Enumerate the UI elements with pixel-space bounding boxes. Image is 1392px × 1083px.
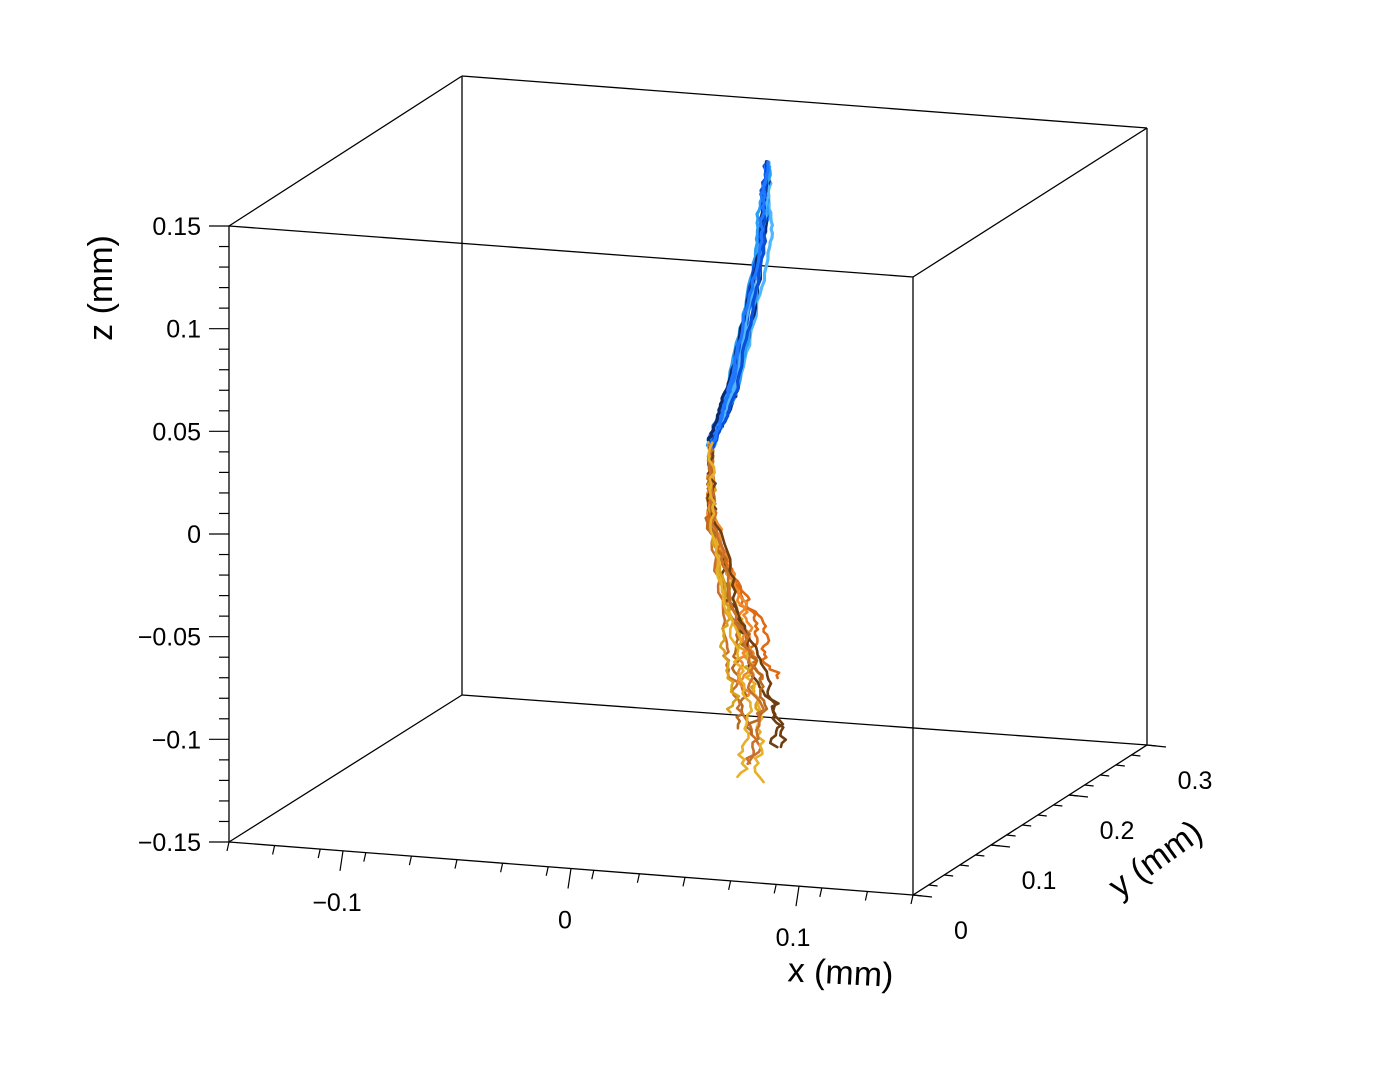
- y-tick-major: [1146, 744, 1167, 748]
- x-tick-minor: [682, 877, 686, 887]
- x-tick-minor: [317, 848, 321, 859]
- x-tick-minor: [363, 852, 367, 862]
- x-tick-minor: [773, 884, 777, 894]
- track-blue: [709, 160, 770, 451]
- y-tick-minor: [1053, 804, 1063, 807]
- x-tick-major: [339, 850, 344, 871]
- x-tick-minor: [408, 856, 412, 866]
- y-tick-minor: [1115, 764, 1125, 767]
- y-tick-major: [912, 894, 933, 898]
- x-tick-minor: [728, 880, 732, 890]
- z-tick-label: −0.1: [152, 726, 201, 754]
- box-edge-3: [228, 694, 463, 843]
- y-tick-minor: [1037, 814, 1047, 817]
- y-tick-major: [990, 844, 1011, 848]
- axis-ticks: [209, 225, 1167, 907]
- z-tick-label: −0.15: [138, 829, 201, 857]
- y-tick-label: 0: [954, 917, 968, 945]
- y-tick-minor: [959, 864, 969, 867]
- box-edge-7: [228, 75, 463, 227]
- x-tick-minor: [545, 866, 549, 876]
- y-tick-label: 0.2: [1100, 817, 1135, 845]
- x-tick-label: −0.1: [312, 889, 361, 917]
- y-tick-minor: [928, 884, 938, 887]
- z-tick-label: 0.05: [152, 418, 201, 446]
- plot-box: [228, 75, 1148, 896]
- x-tick-label: 0.1: [776, 924, 811, 952]
- box-edge-6: [461, 75, 1148, 129]
- y-tick-minor: [944, 874, 954, 877]
- x-tick-minor: [819, 887, 823, 898]
- y-tick-minor: [1084, 784, 1094, 787]
- track-blue: [712, 161, 771, 449]
- y-tick-minor: [1006, 834, 1016, 837]
- x-tick-label: 0: [558, 907, 572, 935]
- x-tick-minor: [500, 863, 504, 873]
- y-tick-label: 0.1: [1022, 867, 1057, 895]
- track-blue: [706, 160, 769, 444]
- z-tick-label: −0.05: [138, 624, 201, 652]
- track-orange: [706, 446, 785, 749]
- box-edge-5: [912, 127, 1148, 278]
- y-tick-minor: [1022, 824, 1032, 827]
- x-tick-minor: [591, 870, 595, 880]
- track-blue: [705, 160, 770, 447]
- x-tick-minor: [910, 894, 914, 905]
- z-axis-title: z (mm): [82, 235, 120, 341]
- z-tick-label: 0.1: [166, 316, 201, 344]
- z-tick-label: 0: [187, 521, 201, 549]
- y-tick-minor: [1100, 774, 1110, 777]
- box-edge-4: [228, 225, 914, 278]
- box-edge-1: [912, 744, 1148, 896]
- y-tick-minor: [1131, 754, 1141, 757]
- x-tick-minor: [272, 845, 276, 855]
- x-tick-minor: [636, 873, 640, 883]
- y-tick-label: 0.3: [1178, 767, 1213, 795]
- x-tick-major: [567, 868, 572, 889]
- track-orange: [706, 443, 766, 765]
- box-edge-2: [461, 694, 1148, 746]
- x-axis-title: x (mm): [787, 951, 895, 994]
- tick-labels: 0.15 0.1 0.05 0 −0.05 −0.1 −0.15 −0.1 0 0.1 0 0.1 0.…: [138, 213, 1213, 952]
- x-tick-major: [795, 886, 800, 907]
- z-tick-label: 0.15: [152, 213, 201, 241]
- x-tick-minor: [864, 891, 868, 901]
- y-tick-minor: [975, 854, 985, 857]
- particle-tracks: [704, 160, 788, 784]
- track-orange: [707, 441, 754, 779]
- x-tick-minor: [454, 859, 458, 869]
- x-tick-minor: [226, 841, 230, 852]
- y-tick-major: [1068, 794, 1089, 798]
